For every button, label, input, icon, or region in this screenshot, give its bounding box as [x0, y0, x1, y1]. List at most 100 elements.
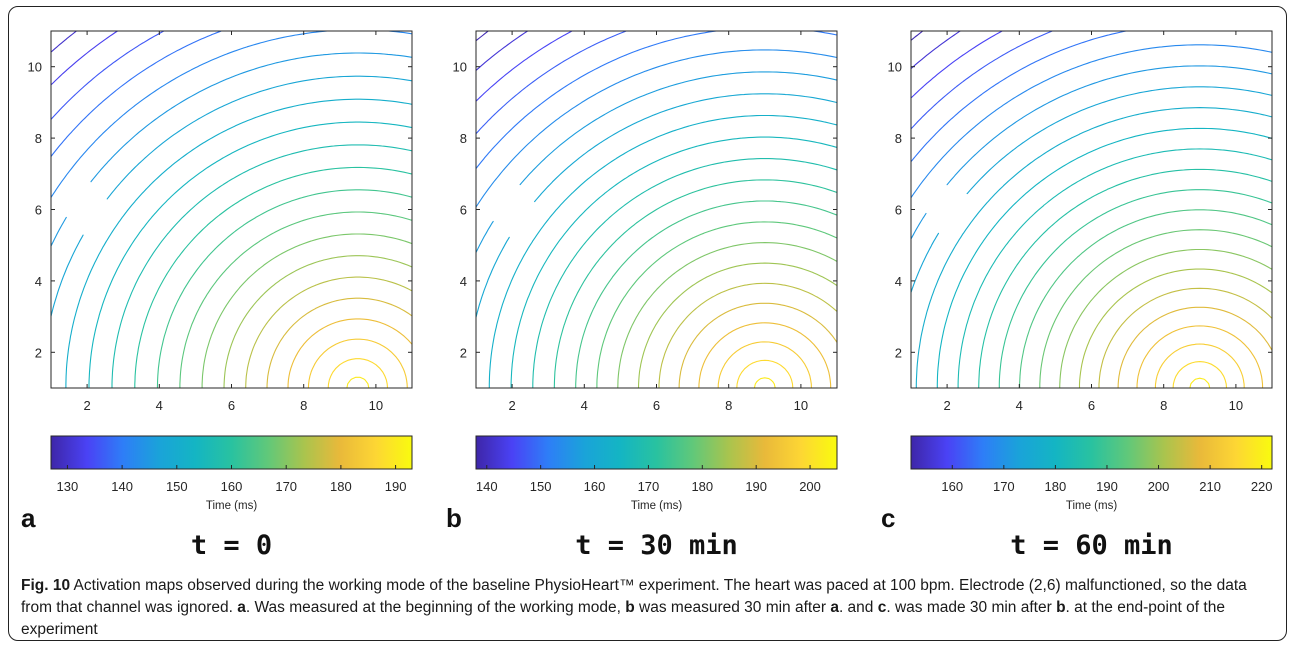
caption-fig-label: Fig. 10 — [21, 577, 71, 594]
contour-line — [476, 93, 837, 318]
time-label: t = 60 min — [1010, 530, 1173, 561]
panel-letter: c — [881, 503, 895, 533]
y-tick-label: 2 — [895, 345, 902, 360]
colorbar-label: Time (ms) — [206, 500, 257, 512]
contour-line — [978, 168, 1272, 388]
y-tick-label: 10 — [28, 60, 42, 75]
caption-text: . was made 30 min after — [886, 599, 1057, 616]
caption-panel-ref: b — [1056, 599, 1066, 616]
contour-line — [911, 31, 1003, 99]
x-tick-label: 2 — [943, 398, 950, 413]
contour-line — [1039, 229, 1272, 388]
x-tick-label: 4 — [581, 398, 588, 413]
colorbar-tick-label: 180 — [1045, 479, 1067, 494]
contour-line — [736, 359, 794, 388]
contour-line — [51, 31, 222, 158]
contour-line — [617, 242, 837, 388]
colorbar-tick-label: 170 — [993, 479, 1015, 494]
contour-line — [476, 71, 837, 254]
contour-line — [911, 86, 1272, 293]
contour-line — [327, 358, 389, 388]
x-tick-label: 10 — [369, 398, 383, 413]
figure-frame: 2 4 6 8 10 2 4 6 8 10 130 140 150 160 170 180 190 Time (m… — [8, 6, 1287, 641]
contour-line — [637, 262, 837, 388]
colorbar-tick-label: 210 — [1199, 479, 1221, 494]
colorbar-tick-label: 180 — [330, 479, 352, 494]
contour-group — [476, 31, 837, 388]
contour-line — [476, 31, 529, 71]
contour-line — [51, 31, 165, 120]
y-tick-label: 8 — [895, 131, 902, 146]
contour-line — [51, 31, 119, 86]
contour-line — [998, 189, 1272, 388]
figure-caption: Fig. 10 Activation maps observed during … — [21, 575, 1276, 641]
contour-line — [1019, 209, 1272, 388]
x-tick-label: 2 — [508, 398, 515, 413]
x-tick-label: 10 — [1229, 398, 1243, 413]
contour-line — [201, 233, 412, 388]
caption-panel-ref: a — [830, 599, 839, 616]
contour-line — [911, 31, 924, 41]
contour-line — [51, 52, 412, 247]
y-tick-label: 2 — [460, 345, 467, 360]
colorbar-tick-label: 170 — [638, 479, 660, 494]
panel-a: 2 4 6 8 10 2 4 6 8 10 130 140 150 160 170 180 190 Time (m… — [21, 30, 413, 561]
caption-panel-ref: a — [237, 599, 246, 616]
x-tick-label: 4 — [1016, 398, 1023, 413]
contour-line — [346, 376, 370, 388]
colorbar-tick-label: 140 — [476, 479, 498, 494]
y-tick-label: 10 — [888, 60, 902, 75]
x-tick-label: 2 — [83, 398, 90, 413]
contour-line — [476, 31, 627, 135]
caption-text: . at the end-point of the experiment — [21, 599, 1225, 638]
contour-line — [156, 189, 412, 388]
colorbar-tick-label: 180 — [691, 479, 713, 494]
colorbar-tick-label: 160 — [584, 479, 606, 494]
contour-line — [510, 136, 837, 388]
contour-line — [596, 221, 837, 388]
contour-line — [658, 282, 837, 388]
contour-line — [553, 179, 837, 388]
colorbar-tick-label: 160 — [941, 479, 963, 494]
colorbar-tick-label: 140 — [111, 479, 133, 494]
x-tick-label: 4 — [156, 398, 163, 413]
colorbar — [910, 435, 1273, 470]
colorbar-tick-label: 130 — [57, 479, 79, 494]
contour-line — [476, 49, 837, 208]
colorbar-tick-label: 190 — [745, 479, 767, 494]
contour-line — [532, 158, 837, 388]
contour-line — [476, 31, 489, 42]
y-tick-label: 6 — [895, 203, 902, 218]
x-tick-label: 6 — [653, 398, 660, 413]
y-tick-label: 6 — [460, 203, 467, 218]
contour-group — [51, 31, 412, 388]
colorbar-label: Time (ms) — [631, 500, 682, 512]
contour-line — [51, 31, 78, 53]
contour-line — [488, 114, 837, 388]
y-tick-label: 2 — [35, 345, 42, 360]
contour-line — [915, 107, 1272, 388]
colorbar — [50, 435, 413, 470]
y-tick-label: 6 — [35, 203, 42, 218]
contour-line — [476, 31, 837, 170]
contour-line — [1154, 343, 1245, 388]
colorbar-tick-label: 190 — [385, 479, 407, 494]
contour-line — [1078, 268, 1272, 388]
contour-line — [936, 127, 1272, 388]
contour-line — [911, 65, 1272, 240]
y-tick-label: 10 — [453, 60, 467, 75]
contour-line — [307, 338, 408, 388]
contour-line — [1059, 248, 1272, 388]
contour-line — [678, 302, 837, 388]
caption-panel-ref: c — [877, 599, 887, 616]
panel-b: 2 4 6 8 10 2 4 6 8 10 140 150 160 170 180 190 200 Time (m… — [446, 30, 838, 561]
time-label: t = 30 min — [575, 530, 738, 561]
colorbar — [475, 435, 838, 470]
contour-line — [179, 211, 412, 388]
caption-body: Activation maps observed during the work… — [21, 577, 1247, 638]
contour-line — [1136, 325, 1264, 388]
panel-letter: b — [446, 503, 462, 533]
contour-line — [1172, 361, 1228, 388]
contour-line — [753, 377, 776, 388]
caption-text: was measured 30 min after — [634, 599, 831, 616]
